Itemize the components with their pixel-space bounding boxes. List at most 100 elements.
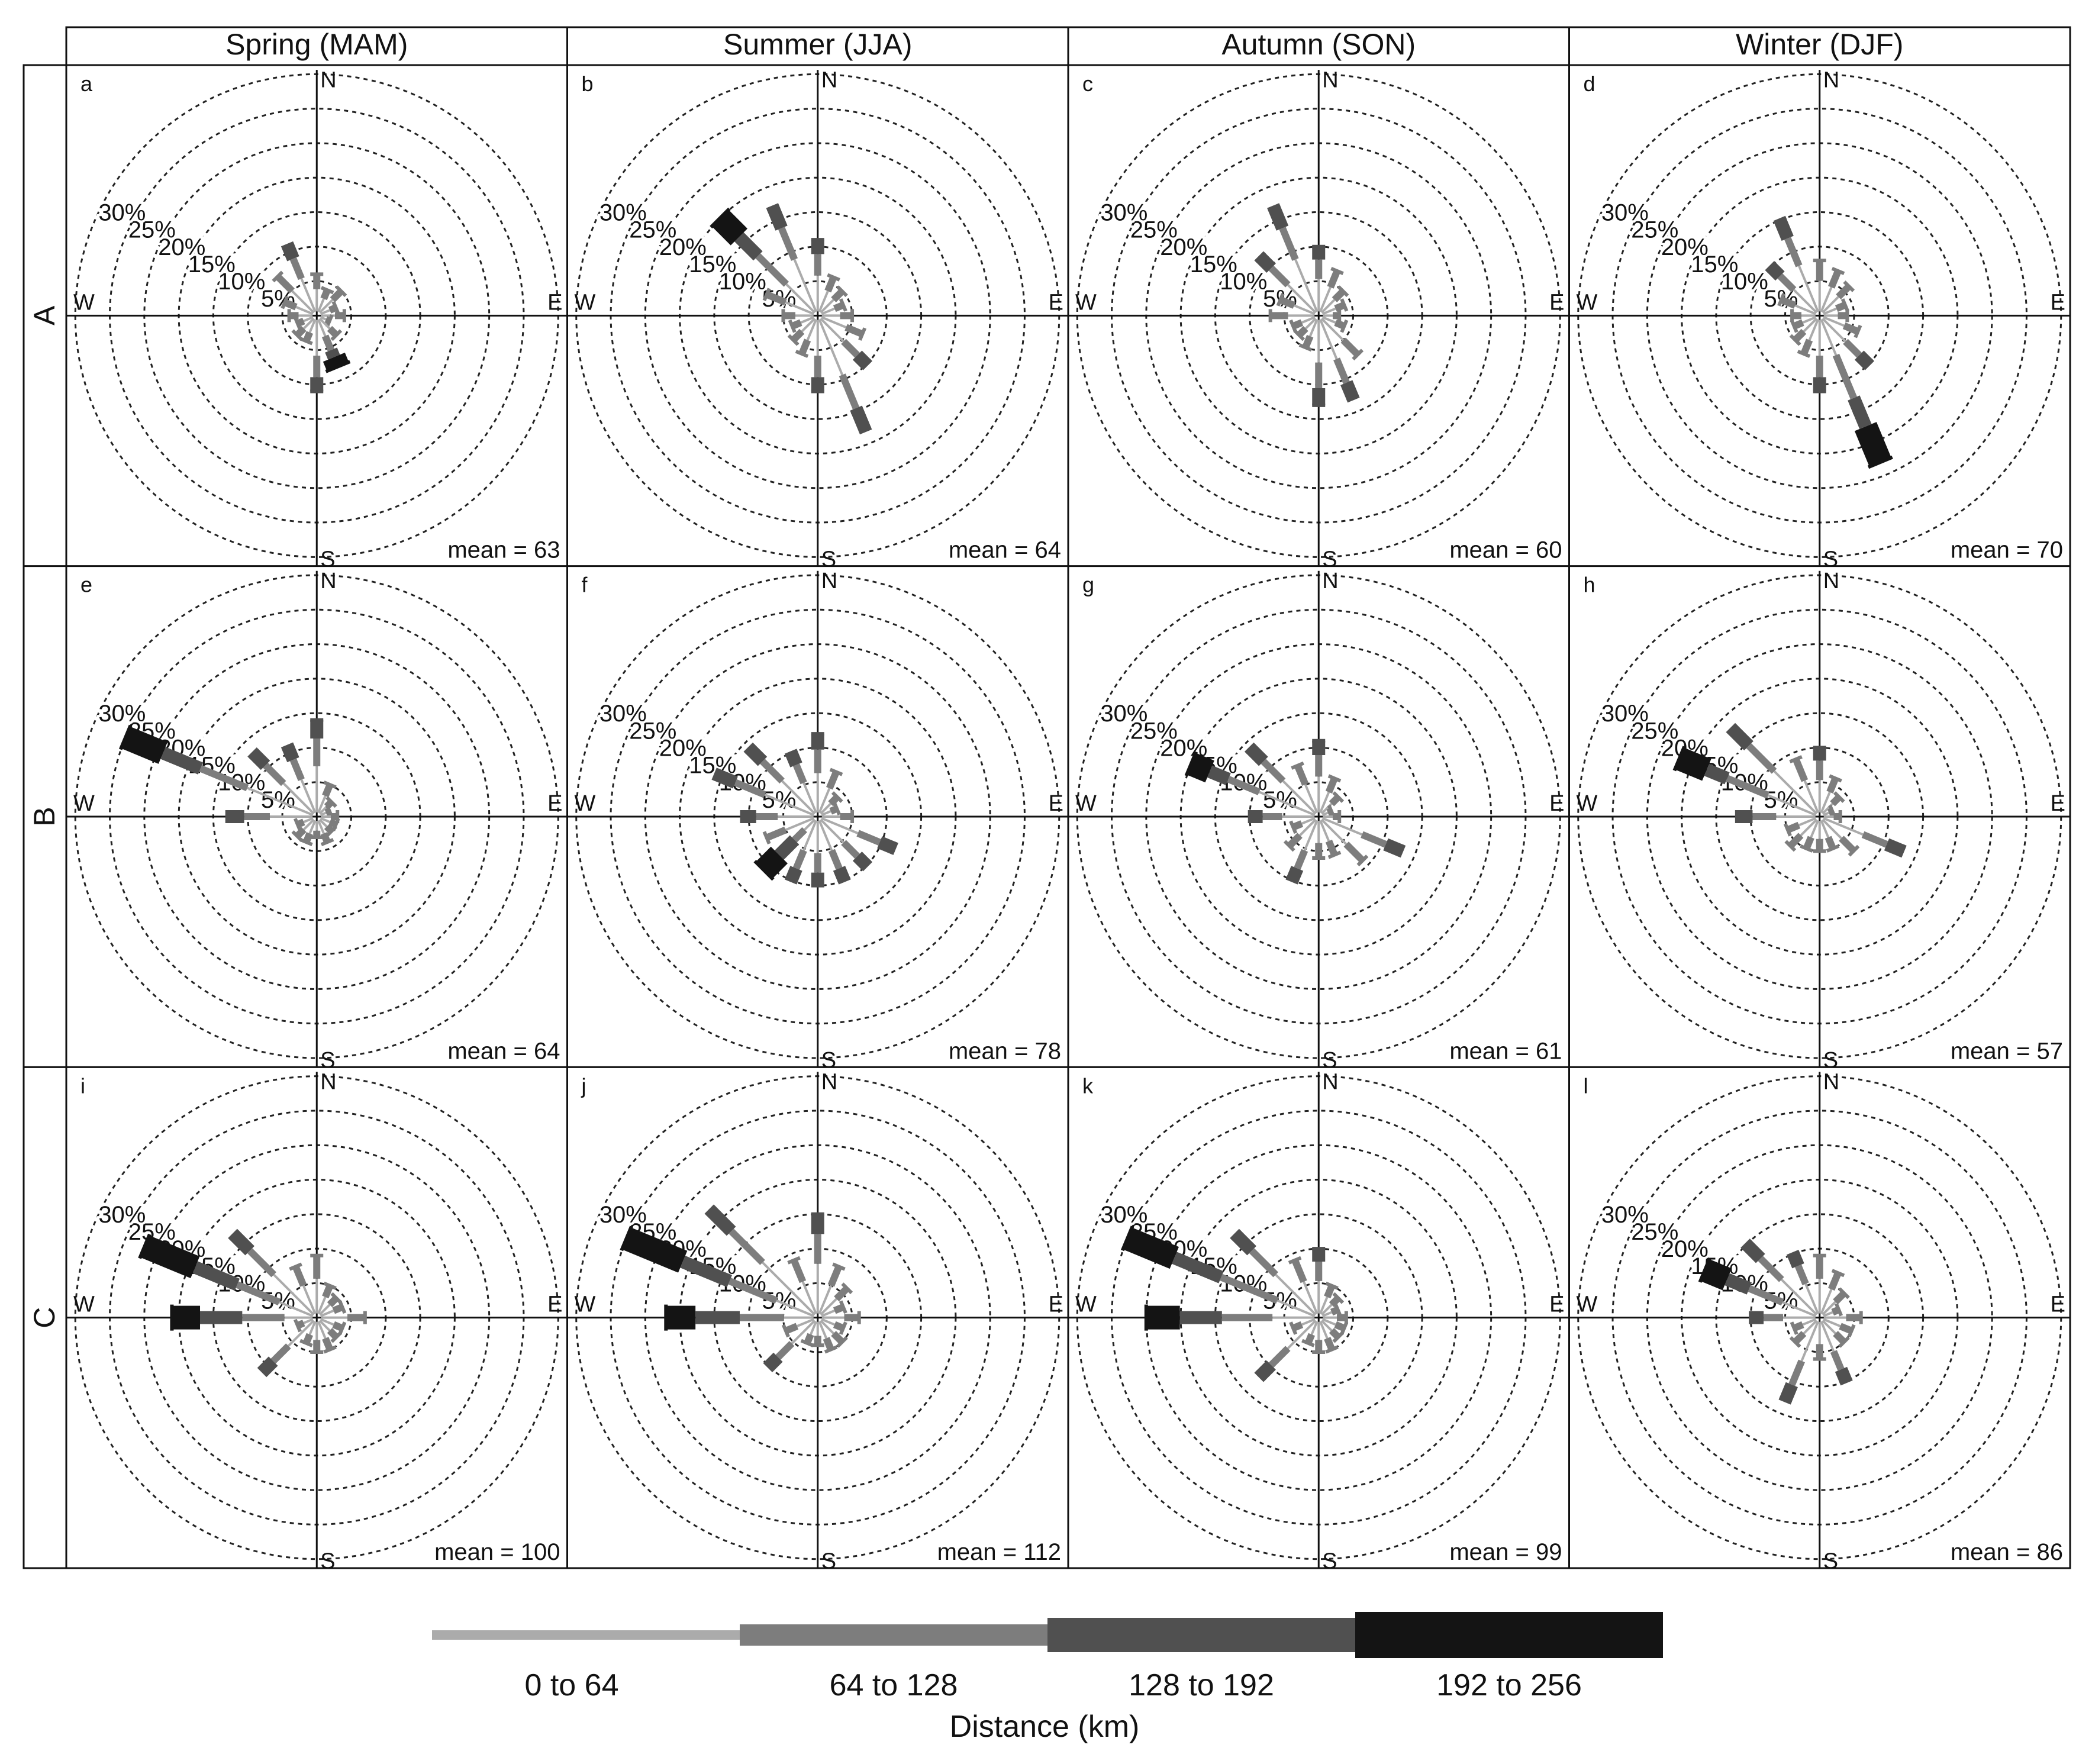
rose-bar-cap-NNW (784, 749, 798, 757)
ring-label: 30% (1601, 701, 1649, 727)
rose-bar-NW-class-2 (247, 1248, 276, 1278)
rose-bar-ESE-class-1 (821, 817, 859, 834)
rose-bar-NNE-class-1 (818, 291, 829, 312)
rose-bar-NNE-class-1 (818, 788, 831, 814)
rose-bar-cap-NE (1843, 280, 1855, 292)
rose-bar-cap-SW (291, 830, 304, 842)
rose-bar-SSE-class-1 (317, 820, 325, 834)
rose-bar-cap-NNE (832, 1262, 846, 1271)
rose-bar-cap-SSW (800, 1339, 814, 1347)
rose-bar-WNW-class-2 (236, 1281, 281, 1305)
compass-s: S (821, 547, 836, 572)
rose-bar-ESE-class-3 (1383, 838, 1404, 857)
rose-bar-cap-ENE (833, 802, 842, 815)
rose-bar-cap-ESE (1397, 844, 1406, 858)
rose-bar-cap-ESE (890, 841, 898, 855)
rose-bar-NE-class-1 (820, 1298, 837, 1316)
rose-bar-WNW-class-2 (283, 299, 298, 311)
rose-bar-NW-class-2 (1249, 1248, 1278, 1278)
rose-bar-SSE-class-2 (321, 334, 334, 351)
legend-class-label: 64 to 128 (830, 1668, 958, 1702)
rose-bar-cap-WNW (1672, 746, 1687, 772)
compass-s: S (821, 1549, 836, 1574)
rose-bar-NNW-class-1 (1294, 259, 1319, 312)
rose-bar-WSW-class-1 (1301, 316, 1316, 324)
rose-bar-NNW-class-1 (300, 779, 317, 814)
rose-bar-NNW-class-3 (282, 243, 299, 262)
legend-title: Distance (km) (950, 1710, 1140, 1744)
rose-bar-ESE-class-1 (821, 1318, 835, 1326)
rose-bar-NW-class-1 (1287, 283, 1317, 314)
rose-bar-WSW-class-1 (1301, 1318, 1316, 1326)
ring-label: 20% (659, 234, 707, 260)
compass-e: E (1549, 791, 1564, 816)
ring-label: 10% (218, 269, 265, 295)
compass-e: E (1049, 290, 1063, 315)
rose-bar-WNW-class-2 (1227, 776, 1261, 795)
rose-bar-cap-NNW (281, 742, 295, 751)
rose-bar-SW-class-1 (804, 818, 816, 831)
rose-bar-NNE-class-1 (317, 1297, 327, 1314)
compass-e: E (547, 290, 562, 315)
rose-bar-SE-class-1 (1320, 1320, 1333, 1331)
rose-bar-SSE-class-2 (1324, 1337, 1336, 1351)
rose-bar-SSE-class-2 (839, 373, 860, 410)
rose-bar-NW-class-1 (1282, 780, 1317, 815)
panel-letter: a (80, 72, 93, 96)
mean-label: mean = 99 (1449, 1539, 1562, 1565)
compass-n: N (1823, 1070, 1839, 1095)
mean-label: mean = 64 (949, 537, 1061, 563)
rose-bar-SE-class-1 (820, 317, 844, 343)
rose-bar-cap-ESE (1854, 324, 1862, 338)
rose-bar-SE-class-2 (1839, 836, 1856, 853)
rose-bar-NNE-class-2 (1828, 1271, 1842, 1291)
rose-bar-cap-SE (325, 825, 337, 837)
rose-bar-cap-WNW (138, 1233, 151, 1259)
rose-bar-SSW-class-1 (810, 1321, 817, 1335)
rose-bar-cap-NNW (1773, 215, 1787, 224)
rose-bar-NW-class-2 (1261, 759, 1286, 784)
rose-bar-cap-SSW (1285, 876, 1299, 885)
rose-bar-NNE-class-2 (826, 770, 840, 790)
rose-bar-cap-SSW (299, 1339, 313, 1347)
rose-bar-SSE-class-1 (1319, 319, 1338, 360)
rose-bar-SW-class-1 (1803, 317, 1818, 333)
rose-bar-cap-NNW (289, 1262, 302, 1271)
rose-bar-cap-NNW (1267, 203, 1281, 212)
compass-n: N (821, 569, 837, 594)
compass-s: S (1322, 1048, 1337, 1073)
row-label: C (28, 1307, 61, 1328)
rose-bar-NW-class-1 (1781, 1278, 1818, 1316)
rose-bar-cap-ENE (1835, 1302, 1843, 1317)
compass-w: W (73, 791, 95, 816)
ring-label: 30% (599, 1202, 647, 1228)
rose-bar-ESE-class-1 (1823, 817, 1864, 836)
rose-bar-cap-SSE (1839, 1377, 1853, 1386)
rose-bar-ESE-class-1 (821, 316, 847, 328)
rose-bar-NNW-class-2 (1294, 764, 1309, 786)
rose-bar-NW-class-1 (1793, 289, 1818, 314)
rose-bar-cap-ENE (1840, 298, 1849, 312)
rose-bar-NNE-class-1 (317, 298, 325, 312)
rose-bar-NNW-class-1 (302, 1285, 317, 1314)
rose-bar-SSE-class-1 (818, 820, 833, 851)
panel-letter: g (1082, 573, 1094, 597)
rose-bar-cap-SE (1848, 844, 1860, 857)
rose-bar-ENE-class-1 (1321, 1311, 1332, 1317)
rose-bar-cap-ESE (1340, 1321, 1349, 1335)
rose-bar-SE-class-2 (1843, 338, 1862, 358)
rose-bar-SSE-class-3 (325, 347, 340, 360)
panel-letter: k (1082, 1073, 1094, 1098)
rose-bar-cap-SW (1254, 1370, 1266, 1382)
mean-label: mean = 57 (1951, 1038, 2063, 1064)
rose-bar-cap-ESE (839, 1321, 847, 1335)
rose-bar-WNW-class-3 (1724, 1273, 1752, 1295)
rose-bar-cap-ENE (839, 298, 847, 312)
rose-bar-WNW-class-1 (247, 786, 314, 817)
rose-bar-cap-ENE (338, 1300, 347, 1314)
rose-bar-NW-class-3 (229, 1230, 254, 1256)
compass-s: S (1322, 547, 1337, 572)
